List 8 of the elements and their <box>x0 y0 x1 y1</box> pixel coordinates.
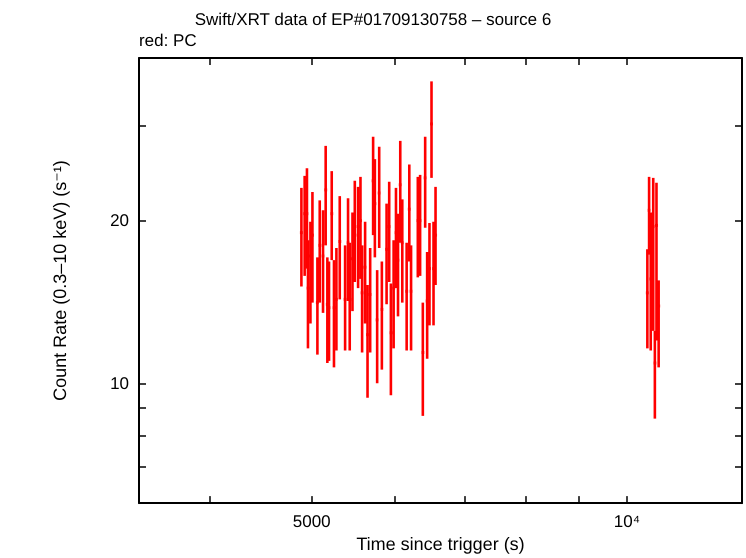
y-tick-label: 20 <box>110 211 129 230</box>
x-axis-title: Time since trigger (s) <box>356 534 525 554</box>
y-axis-title: Count Rate (0.3–10 keV) (s⁻¹) <box>50 160 70 401</box>
x-tick-label: 10⁴ <box>614 512 640 532</box>
chart-title: Swift/XRT data of EP#01709130758 – source 6 <box>194 10 552 29</box>
x-tick-label: 5000 <box>292 512 331 532</box>
text: red: PC <box>139 31 197 50</box>
y-tick-label: 10 <box>110 374 129 393</box>
